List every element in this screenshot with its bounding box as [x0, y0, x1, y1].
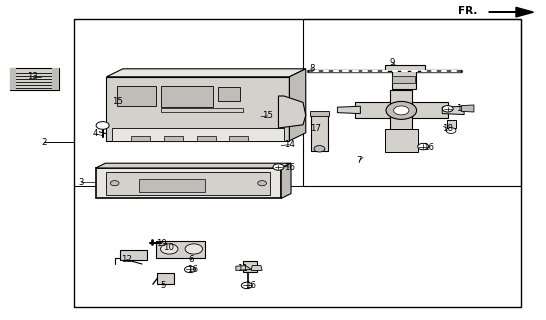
Text: 4: 4 [93, 129, 98, 138]
Polygon shape [390, 90, 412, 131]
Polygon shape [447, 120, 456, 128]
Polygon shape [96, 168, 281, 198]
Polygon shape [243, 261, 257, 272]
Polygon shape [251, 266, 262, 270]
Circle shape [161, 244, 178, 254]
Text: 16: 16 [187, 265, 198, 274]
Polygon shape [461, 105, 474, 112]
Text: 12: 12 [121, 255, 132, 264]
Polygon shape [161, 86, 213, 107]
Circle shape [314, 146, 325, 152]
Text: 18: 18 [442, 124, 453, 133]
Circle shape [442, 106, 453, 112]
Circle shape [110, 180, 119, 186]
Text: 1: 1 [456, 104, 461, 113]
Polygon shape [10, 68, 16, 90]
Text: 10: 10 [163, 243, 174, 252]
Polygon shape [106, 69, 306, 77]
Circle shape [258, 180, 266, 186]
Polygon shape [161, 108, 243, 112]
Polygon shape [385, 65, 425, 71]
Polygon shape [10, 68, 59, 90]
Polygon shape [131, 136, 150, 141]
Text: 13: 13 [27, 72, 38, 81]
Polygon shape [355, 102, 448, 118]
Polygon shape [289, 69, 306, 141]
Text: 5: 5 [160, 281, 165, 290]
Polygon shape [218, 87, 240, 101]
Polygon shape [106, 77, 289, 141]
Circle shape [386, 101, 417, 119]
Polygon shape [96, 163, 291, 168]
Text: 14: 14 [284, 140, 295, 149]
FancyArrow shape [489, 7, 533, 17]
Circle shape [446, 128, 456, 133]
Polygon shape [337, 106, 360, 114]
Polygon shape [385, 129, 418, 152]
Circle shape [273, 164, 284, 170]
Polygon shape [52, 68, 59, 90]
Circle shape [241, 282, 252, 289]
Polygon shape [310, 111, 329, 116]
Circle shape [418, 143, 429, 150]
Text: 15: 15 [112, 97, 123, 106]
Text: FR.: FR. [459, 6, 478, 16]
Text: 17: 17 [310, 124, 321, 133]
Polygon shape [120, 250, 147, 260]
Bar [303, 19, 521, 186]
Text: 11: 11 [238, 264, 248, 273]
Text: 6: 6 [188, 255, 194, 264]
Text: 9: 9 [389, 58, 395, 67]
Polygon shape [139, 179, 205, 192]
Polygon shape [442, 106, 464, 115]
Text: 16: 16 [245, 281, 256, 290]
Circle shape [185, 244, 203, 254]
Polygon shape [229, 136, 248, 141]
Text: 16: 16 [423, 143, 434, 152]
Circle shape [394, 106, 409, 115]
Polygon shape [236, 266, 251, 270]
Text: 19: 19 [156, 239, 167, 248]
Circle shape [96, 122, 109, 129]
Polygon shape [117, 86, 156, 106]
Text: 3: 3 [78, 178, 84, 187]
Polygon shape [197, 136, 216, 141]
Text: 16: 16 [284, 163, 295, 172]
Polygon shape [106, 172, 270, 195]
Text: 15: 15 [262, 111, 273, 120]
Polygon shape [281, 163, 291, 198]
Text: 7: 7 [357, 156, 362, 165]
Polygon shape [392, 76, 415, 83]
Text: 8: 8 [310, 64, 315, 73]
Polygon shape [311, 113, 328, 151]
Polygon shape [392, 69, 416, 89]
Polygon shape [112, 128, 284, 141]
Text: 2: 2 [41, 138, 46, 147]
Bar [74, 19, 521, 307]
Polygon shape [157, 273, 174, 284]
Polygon shape [164, 136, 183, 141]
Polygon shape [278, 96, 306, 128]
Circle shape [185, 266, 195, 273]
Polygon shape [156, 241, 205, 258]
